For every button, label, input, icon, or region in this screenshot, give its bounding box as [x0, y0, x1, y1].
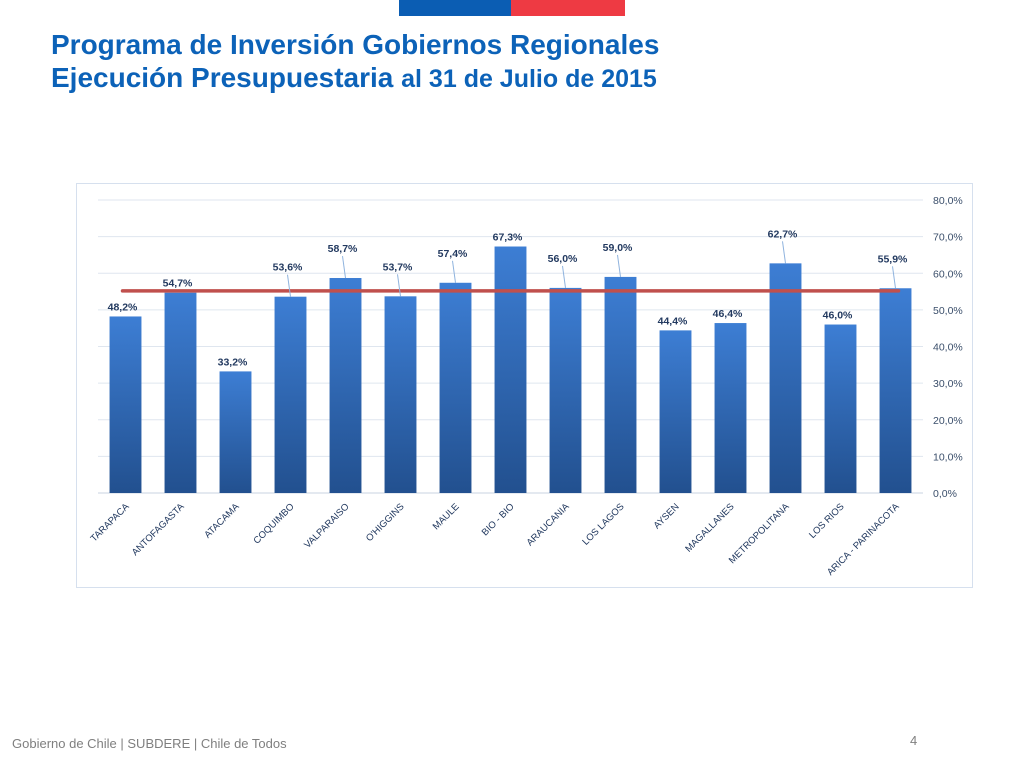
data-label: 46,4% — [713, 308, 743, 320]
y-tick-label: 60,0% — [933, 268, 963, 280]
data-label-leader — [617, 254, 621, 277]
bar — [219, 371, 252, 493]
bar-chart: 48,2% 54,7% 33,2% 53,6% 58,7% 53,7% 57,4% 67,3%… — [89, 195, 963, 578]
bar — [659, 330, 692, 493]
x-tick-label: MAULE — [431, 501, 462, 532]
y-axis-ticks: 0,0% 10,0% 20,0% 30,0% 40,0% 50,0% 60,0% 70,0% 8… — [933, 195, 963, 500]
bars — [109, 246, 912, 493]
bar — [164, 292, 197, 493]
bar — [879, 288, 912, 493]
data-label: 53,6% — [273, 262, 303, 274]
x-tick-label: VALPARAISO — [302, 501, 351, 550]
x-tick-label: AYSEN — [652, 501, 682, 531]
footer-text: Gobierno de Chile | SUBDERE | Chile de T… — [12, 736, 287, 751]
data-label: 56,0% — [548, 253, 578, 265]
bar — [439, 282, 472, 493]
x-tick-label: TARAPACA — [89, 501, 132, 544]
chart-frame: 48,2% 54,7% 33,2% 53,6% 58,7% 53,7% 57,4% 67,3%… — [76, 183, 973, 588]
bar — [274, 296, 307, 493]
bar — [604, 276, 637, 493]
data-label: 67,3% — [493, 232, 523, 244]
data-label: 53,7% — [383, 261, 413, 273]
bar — [109, 316, 142, 493]
page-number: 4 — [910, 733, 918, 748]
x-tick-label: O'HIGGINS — [364, 501, 407, 544]
data-label: 48,2% — [108, 301, 138, 313]
title-line-2-rest: al 31 de Julio de 2015 — [401, 65, 657, 93]
y-tick-label: 80,0% — [933, 195, 963, 207]
page-title: Programa de Inversión Gobiernos Regional… — [51, 28, 659, 96]
x-tick-label: ANTOFAGASTA — [130, 501, 187, 558]
bar — [769, 263, 802, 493]
x-tick-label: LOS RIOS — [807, 501, 847, 541]
x-tick-label: ARAUCANIA — [525, 501, 572, 548]
bar — [824, 324, 857, 493]
x-tick-label: METROPOLITANA — [727, 501, 792, 566]
x-tick-label: ATACAMA — [202, 501, 242, 541]
flag-stripe-red — [511, 0, 625, 16]
data-label-leader — [397, 274, 401, 297]
bar — [329, 278, 362, 493]
data-label: 59,0% — [603, 242, 633, 254]
bar — [714, 323, 747, 493]
x-tick-label: MAGALLANES — [683, 501, 736, 554]
bar — [384, 296, 417, 493]
bar — [494, 246, 527, 493]
x-tick-label: BIO - BIO — [480, 501, 517, 538]
data-label: 54,7% — [163, 278, 193, 290]
flag-stripe-blue — [399, 0, 511, 16]
x-tick-label: LOS LAGOS — [580, 501, 626, 547]
y-tick-label: 50,0% — [933, 305, 963, 317]
data-label: 62,7% — [768, 228, 798, 240]
data-label: 33,2% — [218, 356, 248, 368]
title-line-2-bold: Ejecución Presupuestaria — [51, 62, 394, 93]
y-tick-label: 30,0% — [933, 378, 963, 390]
data-label-leader — [562, 265, 566, 288]
data-label-leader — [342, 255, 346, 279]
y-tick-label: 20,0% — [933, 415, 963, 427]
y-tick-label: 40,0% — [933, 342, 963, 354]
data-label-leader — [452, 260, 456, 283]
data-label-leader — [287, 274, 291, 297]
y-tick-label: 70,0% — [933, 232, 963, 244]
x-tick-label: COQUIMBO — [252, 501, 297, 546]
data-labels: 48,2% 54,7% 33,2% 53,6% 58,7% 53,7% 57,4% 67,3%… — [108, 228, 908, 368]
data-label: 58,7% — [328, 243, 358, 255]
y-tick-label: 0,0% — [933, 488, 957, 500]
data-label: 46,0% — [823, 310, 853, 322]
bar — [549, 287, 582, 493]
data-label: 57,4% — [438, 248, 468, 260]
data-label: 44,4% — [658, 315, 688, 327]
data-label-leader — [892, 266, 896, 289]
y-tick-label: 10,0% — [933, 451, 963, 463]
data-label-leader — [782, 241, 786, 264]
title-line-1: Programa de Inversión Gobiernos Regional… — [51, 29, 660, 60]
data-label: 55,9% — [878, 253, 908, 265]
